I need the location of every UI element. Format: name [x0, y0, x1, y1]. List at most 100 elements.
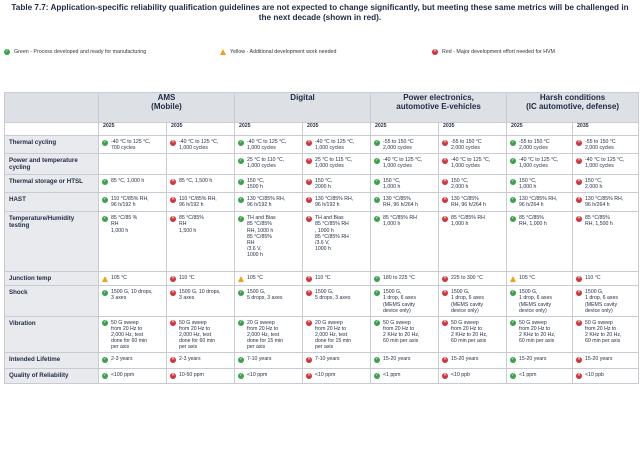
cell-text: TH and Bias 85 °C/85% RH, 1000 h 85 °C/8…: [247, 215, 276, 258]
check-circle-icon: ✓: [238, 157, 245, 164]
cell-content: ✕ 50 G sweep from 20 Hz to 2 KHz to 20 Hz…: [442, 320, 503, 344]
x-circle-icon: ✕: [306, 157, 313, 164]
cell-text: 130 °C/85% RH, 96 h/192 h: [315, 196, 354, 209]
cell-text: -40 °C to 125 °C, 1,000 cycles: [179, 139, 219, 152]
cell-content: ✓ TH and Bias 85 °C/85% RH, 1000 h 85 °C/…: [238, 215, 299, 258]
table-cell: ✓ 85 °C, 1,000 h: [98, 174, 167, 194]
cell-text: 85 °C/85% RH 1,000 h: [383, 215, 417, 228]
table-cell: ✕ 20 G sweep from 20 Hz to 2,000 Hz, test…: [302, 315, 372, 354]
cell-text: 85 °C/85% RH 1,000 h: [451, 215, 485, 228]
row-metric-label: Vibration: [4, 315, 99, 354]
cell-text: -40 °C to 125 °C, 1,000 cycles: [585, 157, 625, 170]
cell-text: 130 °C/85% RH, 96 h/264 h: [585, 196, 624, 209]
cell-text: 105 °C: [519, 275, 535, 282]
cell-content: ✕ 130 °C/85% RH, 96 h/192 h: [306, 196, 367, 208]
x-circle-icon: ✕: [170, 139, 176, 146]
cell-content: ✓ -40 °C to 125 °C, 1,000 cycles: [374, 157, 435, 169]
cell-content: ✓ 85 °C/85% RH 1,000 h: [374, 215, 435, 227]
group-header-ams: AMS (Mobile): [97, 92, 236, 123]
check-circle-icon: ✓: [102, 372, 108, 379]
warning-triangle-icon: [220, 49, 226, 55]
year-header: 2025: [506, 122, 574, 136]
warning-triangle-icon: [510, 275, 517, 282]
x-circle-icon: ✕: [576, 289, 583, 296]
cell-content: ✓ 50 G sweep from 20 Hz to 2,000 Hz, test…: [102, 320, 163, 350]
cell-content: ✓ 15-20 years: [510, 356, 569, 363]
cell-content: ✓ -55 to 150 °C 2,000 cycles: [510, 139, 569, 151]
cell-content: ✓ 150 °C, 1,000 h: [374, 178, 435, 190]
table-cell: ✓ 130 °C/85% RH, 96 h/264 h: [506, 192, 574, 213]
cell-text: 50 G sweep from 20 Hz to 2 KHz to 20 Hz,…: [383, 319, 420, 345]
cell-content: ✕ 85 °C, 1,500 h: [170, 178, 231, 185]
legend-item-red: ✕ Red - Major development effort needed …: [432, 49, 555, 55]
cell-content: ✕ 50 G sweep from 20 Hz to 2 KHz to 20 Hz…: [576, 320, 635, 344]
cell-content: ✕ 15-20 years: [442, 356, 503, 363]
table-cell: ✕ 15-20 years: [438, 352, 508, 370]
check-circle-icon: ✓: [510, 289, 517, 296]
table-cell: ✓ 15-20 years: [506, 352, 574, 370]
table-cell: ✕ <10 ppb: [438, 368, 508, 385]
table-cell: ✕ 1500 G, 5 drops, 3 axes: [302, 285, 372, 317]
cell-text: 1500 G, 5 drops, 3 axes: [315, 289, 351, 302]
table-row: Junction temp 105 °C ✕ 110 °C 105 °C ✕ 110 °C ✓…: [4, 271, 640, 287]
cell-text: 130 °C/85% RH, 96 h/264 h: [519, 196, 558, 209]
cell-content: ✓ 1500 G, 1 drop, 6 axes (MEMS cavity dev…: [510, 289, 569, 314]
check-circle-icon: ✓: [374, 215, 381, 222]
x-circle-icon: ✕: [306, 356, 313, 363]
cell-text: -40 °C to 125 °C, 1,000 cycles: [451, 157, 491, 170]
cell-content: ✕ 85 °C/85% RH 1,500 h: [170, 215, 231, 234]
table-cell: ✕ -40 °C to 125 °C, 1,000 cycles: [438, 153, 508, 176]
check-circle-icon: ✓: [374, 178, 381, 185]
x-circle-icon: ✕: [306, 139, 313, 146]
cell-content: ✓ 150 °C, 1,000 h: [510, 178, 569, 190]
x-circle-icon: ✕: [576, 196, 583, 203]
table-cell: ✕ 15-20 years: [572, 352, 640, 370]
cell-content: ✕ 1500 G, 5 drops, 3 axes: [306, 289, 367, 301]
cell-text: 15-20 years: [585, 356, 613, 363]
x-circle-icon: ✕: [576, 215, 583, 222]
x-circle-icon: ✕: [170, 372, 176, 379]
check-circle-icon: ✓: [102, 139, 108, 146]
table-row: Power and temperature cycling ✓ 25 °C to 1…: [4, 153, 640, 176]
cell-text: 150 °C, 1,000 h: [519, 178, 537, 191]
x-circle-icon: ✕: [576, 178, 583, 185]
cell-text: 150 °C, 2000 h: [315, 178, 333, 191]
cell-text: -55 to 150 °C 2,000 cycles: [519, 139, 550, 152]
row-metric-label: HAST: [4, 192, 99, 213]
x-circle-icon: ✕: [432, 49, 438, 55]
check-circle-icon: ✓: [374, 275, 381, 282]
table-cell: ✕ 150 °C, 2000 h: [302, 174, 372, 194]
cell-text: <10 ppb: [585, 372, 604, 379]
cell-content: ✕ 25 °C to 115 °C, 1,000 cycles: [306, 157, 367, 169]
x-circle-icon: ✕: [442, 196, 449, 203]
table-cell: ✓ 150 °C, 1,000 h: [370, 174, 440, 194]
cell-content: ✓ <1 ppm: [510, 372, 569, 379]
table-cell: ✓ 25 °C to 110 °C, 1,000 cycles: [234, 153, 304, 176]
cell-content: ✓ 20 G sweep from 20 Hz to 2,000 Hz, test…: [238, 320, 299, 350]
check-circle-icon: ✓: [238, 196, 245, 203]
check-circle-icon: ✓: [510, 372, 517, 379]
cell-content: ✓ 130 °C/85% RH, 96 h/192 h: [238, 196, 299, 208]
group-header-power: Power electronics, automotive E-vehicles: [370, 92, 508, 123]
cell-content: ✓ -40 °C to 125 °C, 700 cycles: [102, 139, 163, 151]
cell-text: 150 °C, 2,000 h: [585, 178, 603, 191]
cell-content: ✕ 150 °C, 2,000 h: [576, 178, 635, 190]
empty-cell: [98, 153, 167, 176]
check-circle-icon: ✓: [510, 215, 517, 222]
cell-text: 25 °C to 110 °C, 1,000 cycles: [247, 157, 285, 170]
check-circle-icon: ✓: [238, 178, 245, 185]
x-circle-icon: ✕: [306, 215, 313, 222]
qualification-table: AMS (Mobile) Digital Power electronics, …: [4, 92, 640, 385]
cell-content: ✕ -55 to 150 °C 2,000 cycles: [576, 139, 635, 151]
cell-text: 1500 G, 10 drops, 3 axes: [111, 289, 153, 302]
cell-content: ✓ 85 °C/85% RH, 1,000 h: [510, 215, 569, 227]
cell-text: 110 °C: [585, 275, 601, 282]
row-metric-label: Thermal storage or HTSL: [4, 174, 99, 194]
cell-text: 1500 G, 1 drop, 6 axes (MEMS cavity devi…: [383, 289, 416, 314]
x-circle-icon: ✕: [306, 289, 313, 296]
table-row: HAST ✓ 110 °C/85% RH, 96 h/192 h ✕ 110 °C/85…: [4, 192, 640, 213]
legend-label-green: Green - Process developed and ready for …: [14, 49, 147, 55]
x-circle-icon: ✕: [170, 275, 176, 282]
cell-text: -40 °C to 125 °C, 1,000 cycles: [383, 157, 423, 170]
table-cell: ✕ 10-50 ppm: [165, 368, 236, 385]
